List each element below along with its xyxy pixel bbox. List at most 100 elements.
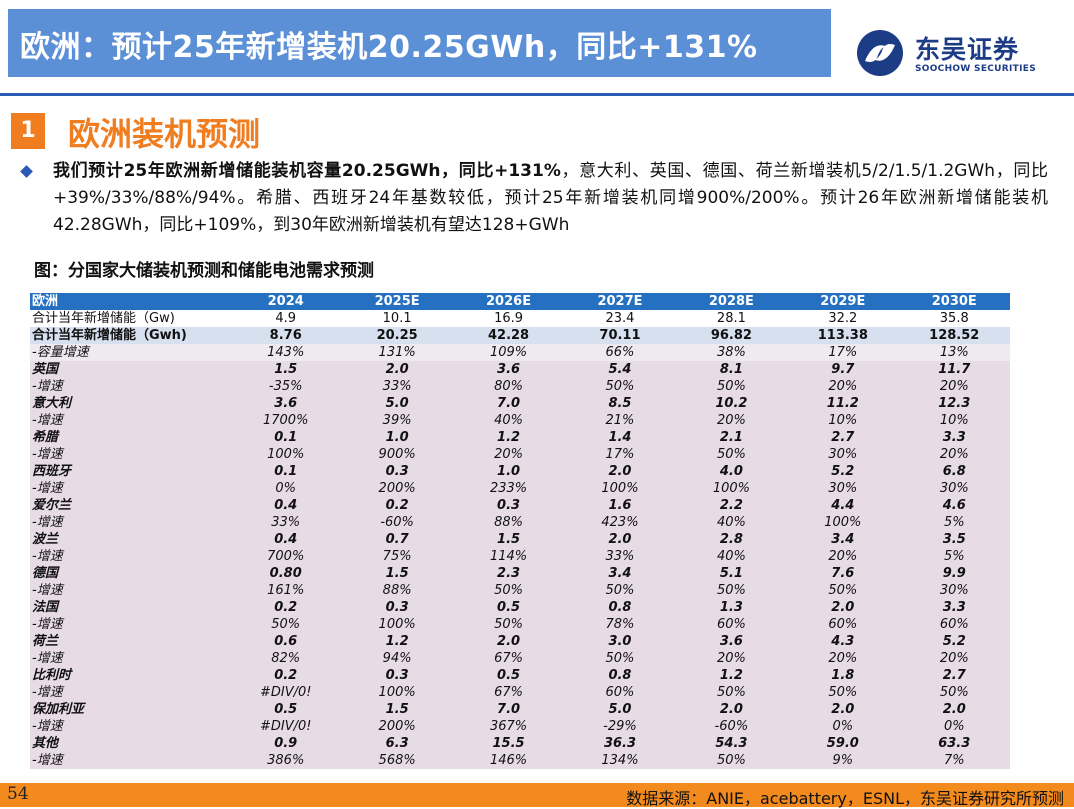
table-cell: 0.80 [230,565,342,582]
table-cell: 0% [230,480,342,497]
table-cell: 66% [564,344,676,361]
table-cell: 39% [341,412,453,429]
table-cell: 700% [230,548,342,565]
table-cell: 0.1 [230,463,342,480]
row-label-cell: -增速 [30,412,230,429]
row-label-cell: -增速 [30,582,230,599]
table-row: 法国 0.2 0.3 0.5 0.8 1.3 2.0 3.3 [30,599,1010,616]
table-cell: 1.2 [675,667,788,684]
table-row: 保加利亚 0.5 1.5 7.0 5.0 2.0 2.0 2.0 [30,701,1010,718]
table-cell: 100% [564,480,676,497]
table-cell: 40% [675,548,788,565]
table-cell: 3.4 [564,565,676,582]
table-cell: 20% [452,446,565,463]
table-cell: 10.2 [675,395,788,412]
table-cell: 3.6 [452,361,565,378]
table-cell: 200% [341,480,453,497]
row-label-cell: -增速 [30,446,230,463]
row-label-cell: 德国 [30,565,230,582]
row-label-cell: 爱尔兰 [30,497,230,514]
table-cell: 146% [452,752,565,769]
table-cell: 50% [898,684,1010,701]
table-row: 西班牙 0.1 0.3 1.0 2.0 4.0 5.2 6.8 [30,463,1010,480]
table-cell: 0.5 [452,599,565,616]
table-cell: 20% [787,650,899,667]
table-cell: 20% [898,378,1010,395]
table-cell: 0% [787,718,899,735]
table-cell: 5.2 [787,463,899,480]
table-cell: 131% [341,344,453,361]
table-cell: 8.76 [230,327,342,344]
row-label-cell: -增速 [30,718,230,735]
table-cell: 50% [230,616,342,633]
table-cell: 0.3 [452,497,565,514]
table-cell: 134% [564,752,676,769]
table-cell: 900% [341,446,453,463]
table-cell: 50% [787,582,899,599]
table-cell: 100% [787,514,899,531]
table-cell: 30% [787,446,899,463]
table-cell: 2.0 [898,701,1010,718]
table-cell: 80% [452,378,565,395]
table-cell: 33% [341,378,453,395]
table-cell: 32.2 [787,310,899,327]
table-cell: 114% [452,548,565,565]
row-label-cell: 荷兰 [30,633,230,650]
table-cell: 2.7 [787,429,899,446]
table-cell: 8.5 [564,395,676,412]
table-cell: 20% [898,650,1010,667]
figure-title: 图：分国家大储装机预测和储能电池需求预测 [34,261,374,281]
table-row: -增速 -35% 33% 80% 50% 50% 20% 20% [30,378,1010,395]
row-label-cell: 保加利亚 [30,701,230,718]
table-header-cell: 2026E [452,293,565,310]
table-cell: -29% [564,718,676,735]
table-cell: 367% [452,718,565,735]
table-cell: 0.3 [341,599,453,616]
table-cell: 7.0 [452,395,565,412]
table-header-cell: 2025E [341,293,453,310]
table-cell: 78% [564,616,676,633]
table-cell: 0.8 [564,667,676,684]
table-cell: 60% [898,616,1010,633]
table-cell: 7% [898,752,1010,769]
forecast-table: 欧洲 2024 2025E 2026E 2027E 2028E 2029E 2030E 合计当年… [30,293,1010,769]
table-cell: 0.5 [452,667,565,684]
table-cell: 33% [230,514,342,531]
soochow-logo-icon [857,30,903,76]
table-cell: 2.8 [675,531,788,548]
table-cell: 128.52 [898,327,1010,344]
row-label-cell: -增速 [30,650,230,667]
table-cell: 9% [787,752,899,769]
table-cell: 0.1 [230,429,342,446]
table-cell: 12.3 [898,395,1010,412]
row-label-cell: 法国 [30,599,230,616]
table-row: -增速 #DIV/0! 100% 67% 60% 50% 50% 50% [30,684,1010,701]
table-row: 比利时 0.2 0.3 0.5 0.8 1.2 1.8 2.7 [30,667,1010,684]
table-row: -增速 50% 100% 50% 78% 60% 60% 60% [30,616,1010,633]
header-divider [0,93,1074,96]
page-number: 54 [7,784,29,804]
table-cell: 67% [452,650,565,667]
table-cell: 36.3 [564,735,676,752]
table-row: 其他 0.9 6.3 15.5 36.3 54.3 59.0 63.3 [30,735,1010,752]
table-cell: 2.0 [452,633,565,650]
row-label-cell: 波兰 [30,531,230,548]
logo-english-name: SOOCHOW SECURITIES [915,64,1036,74]
table-cell: 2.0 [675,701,788,718]
table-cell: 20% [675,412,788,429]
company-logo: 东吴证券 SOOCHOW SECURITIES [855,28,1055,78]
table-cell: 0.7 [341,531,453,548]
row-label-cell: -增速 [30,514,230,531]
table-cell: 1.6 [564,497,676,514]
table-cell: 1.4 [564,429,676,446]
summary-paragraph: 我们预计25年欧洲新增储能装机容量20.25GWh，同比+131%，意大利、英国… [53,158,1048,239]
table-row: 德国 0.80 1.5 2.3 3.4 5.1 7.6 9.9 [30,565,1010,582]
table-cell: 0.2 [341,497,453,514]
table-cell: 20% [898,446,1010,463]
row-label-cell: 西班牙 [30,463,230,480]
table-row: 荷兰 0.6 1.2 2.0 3.0 3.6 4.3 5.2 [30,633,1010,650]
table-cell: 3.3 [898,429,1010,446]
table-cell: 0.4 [230,497,342,514]
table-cell: 6.3 [341,735,453,752]
table-header-cell: 2029E [787,293,899,310]
